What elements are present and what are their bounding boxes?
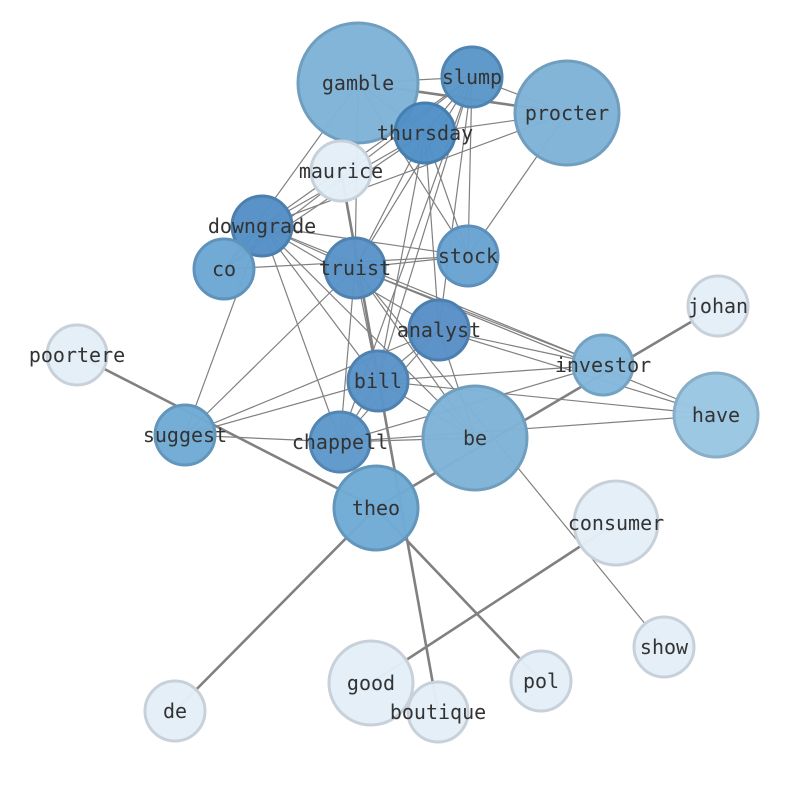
node-label-good: good xyxy=(347,671,395,695)
edge-bill-suggest xyxy=(184,380,379,436)
node-analyst xyxy=(407,298,471,362)
node-co xyxy=(192,237,256,301)
node-label-procter: procter xyxy=(525,101,609,125)
edge-slump-bill xyxy=(377,76,473,382)
node-label-slump: slump xyxy=(442,65,502,89)
edge-truist-suggest xyxy=(184,267,356,436)
node-procter xyxy=(513,59,621,167)
node-label-chappell: chappell xyxy=(292,430,388,454)
node-label-stock: stock xyxy=(438,244,498,268)
edge-poortere-theo xyxy=(76,353,377,510)
node-label-bill: bill xyxy=(354,369,402,393)
node-chappell xyxy=(308,410,372,474)
node-investor xyxy=(571,333,635,397)
node-show xyxy=(632,615,696,679)
node-downgrade xyxy=(230,194,294,258)
node-johan xyxy=(686,274,750,338)
edge-truist-investor xyxy=(354,267,604,366)
node-stock xyxy=(436,224,500,288)
node-thursday xyxy=(393,101,457,165)
node-label-suggest: suggest xyxy=(143,423,227,447)
node-label-maurice: maurice xyxy=(299,159,383,183)
node-label-pol: pol xyxy=(523,669,559,693)
node-label-investor: investor xyxy=(555,353,651,377)
node-label-gamble: gamble xyxy=(322,71,394,95)
edge-truist-have xyxy=(354,267,717,416)
edge-bill-have xyxy=(377,380,717,416)
node-label-co: co xyxy=(212,257,236,281)
node-poortere xyxy=(45,323,109,387)
node-truist xyxy=(323,236,387,300)
node-be xyxy=(421,384,529,492)
node-suggest xyxy=(153,403,217,467)
node-label-johan: johan xyxy=(688,294,748,318)
edge-downgrade-bill xyxy=(261,225,379,382)
node-good xyxy=(327,639,415,727)
node-label-de: de xyxy=(163,699,187,723)
node-boutique xyxy=(406,680,470,744)
node-label-analyst: analyst xyxy=(397,318,481,342)
node-de xyxy=(143,679,207,743)
edge-chappell-have xyxy=(339,414,717,443)
edge-thursday-bill xyxy=(377,132,426,382)
node-label-boutique: boutique xyxy=(390,700,486,724)
edge-procter-downgrade xyxy=(261,112,568,227)
edge-good-consumer xyxy=(370,521,617,685)
node-theo xyxy=(332,464,420,552)
node-label-truist: truist xyxy=(319,256,391,280)
edge-downgrade-chappell xyxy=(261,225,341,443)
edge-analyst-suggest xyxy=(184,329,440,436)
node-label-downgrade: downgrade xyxy=(208,214,316,238)
labels-layer: gamble slump procter thursday maurice downgra… xyxy=(29,65,748,724)
edge-theo-johan xyxy=(375,304,719,510)
node-label-be: be xyxy=(463,426,487,450)
node-consumer xyxy=(572,479,660,567)
node-label-show: show xyxy=(640,635,689,659)
nodes-layer xyxy=(45,21,760,744)
node-label-have: have xyxy=(692,403,740,427)
edge-slump-truist xyxy=(354,76,473,269)
node-label-poortere: poortere xyxy=(29,343,125,367)
edge-slump-analyst xyxy=(438,76,473,331)
edge-slump-downgrade xyxy=(261,76,473,227)
node-pol xyxy=(509,649,573,713)
edge-theo-de xyxy=(174,507,377,712)
node-label-consumer: consumer xyxy=(568,511,664,535)
edge-bill-investor xyxy=(377,364,604,382)
node-have xyxy=(672,371,760,459)
node-slump xyxy=(440,45,504,109)
node-bill xyxy=(346,349,410,413)
edge-downgrade-investor xyxy=(261,225,604,366)
node-maurice xyxy=(309,139,373,203)
node-label-thursday: thursday xyxy=(377,121,473,145)
node-label-theo: theo xyxy=(352,496,400,520)
node-gamble xyxy=(296,21,420,145)
